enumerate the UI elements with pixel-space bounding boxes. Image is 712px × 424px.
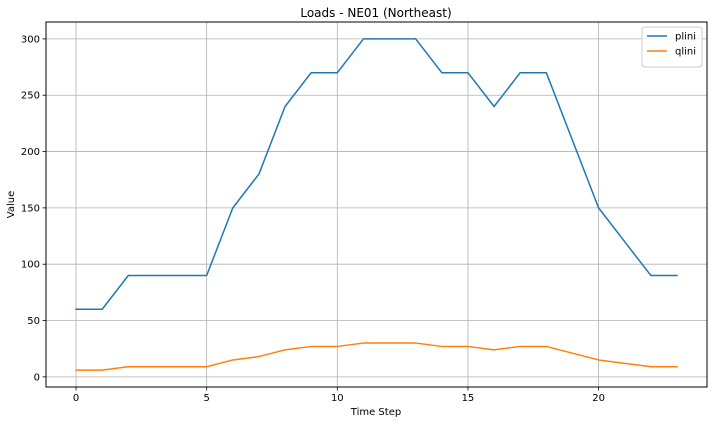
chart-title: Loads - NE01 (Northeast): [300, 6, 451, 20]
x-tick-label: 5: [203, 393, 209, 404]
y-axis: 0 50 100 150 200 250 300: [21, 34, 46, 383]
x-tick-label: 10: [331, 393, 344, 404]
x-tick-label: 0: [73, 393, 79, 404]
x-tick-label: 15: [462, 393, 475, 404]
legend-label-qlini: qlini: [675, 47, 696, 58]
x-axis-label: Time Step: [350, 407, 401, 418]
legend-label-plini: plini: [675, 32, 696, 43]
y-tick-label: 250: [21, 91, 40, 102]
y-tick-label: 100: [21, 260, 40, 271]
y-tick-label: 150: [21, 203, 40, 214]
series-line-plini: [75, 38, 678, 311]
series-line-qlini: [75, 342, 678, 371]
x-tick-label: 20: [592, 393, 605, 404]
y-tick-label: 0: [34, 372, 40, 383]
legend-box: [641, 26, 703, 68]
y-axis-label: Value: [6, 191, 17, 218]
series-lines: [75, 38, 678, 371]
legend: plini qlini: [641, 26, 703, 68]
grid: [46, 22, 707, 387]
y-tick-label: 300: [21, 34, 40, 45]
y-tick-label: 50: [27, 316, 40, 327]
y-tick-label: 200: [21, 147, 40, 158]
plot-frame: [45, 21, 708, 388]
x-axis: 0 5 10 15 20: [73, 387, 605, 404]
